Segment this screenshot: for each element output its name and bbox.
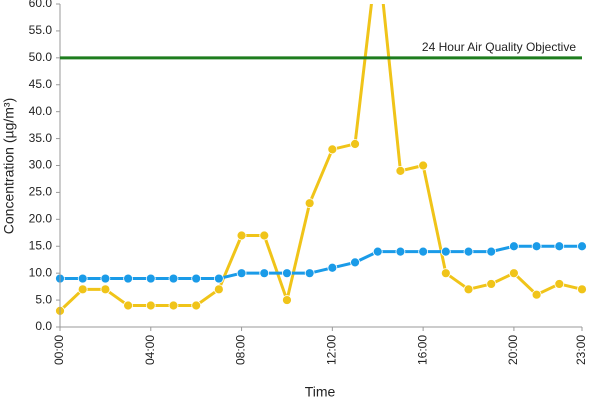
point xyxy=(259,268,270,279)
point xyxy=(77,273,88,284)
plot-area xyxy=(55,4,587,316)
y-tick-label: 40.0 xyxy=(29,104,53,118)
objective-label: 24 Hour Air Quality Objective xyxy=(422,40,576,54)
point xyxy=(418,246,429,257)
x-tick-label: 23:00 xyxy=(574,335,588,365)
x-tick-label: 00:00 xyxy=(52,335,66,365)
point xyxy=(213,273,224,284)
point xyxy=(463,246,474,257)
point xyxy=(531,289,542,300)
x-tick-label: 16:00 xyxy=(415,335,429,365)
point xyxy=(554,241,565,252)
y-tick-label: 5.0 xyxy=(35,292,52,306)
point xyxy=(168,300,179,311)
point xyxy=(463,284,474,295)
point xyxy=(123,300,133,311)
point xyxy=(350,257,360,268)
x-tick-label: 12:00 xyxy=(325,335,339,365)
series-line xyxy=(60,244,582,281)
point xyxy=(123,273,133,284)
point xyxy=(100,284,111,295)
y-tick-label: 15.0 xyxy=(29,238,53,252)
y-tick-label: 30.0 xyxy=(29,158,53,172)
y-tick-label: 35.0 xyxy=(29,131,53,145)
point xyxy=(259,230,270,241)
point xyxy=(395,165,406,176)
point xyxy=(191,273,202,284)
y-tick-label: 55.0 xyxy=(29,23,53,37)
y-tick-label: 45.0 xyxy=(29,77,53,91)
y-tick-label: 0.0 xyxy=(35,319,52,333)
point xyxy=(509,241,519,252)
y-tick-label: 20.0 xyxy=(29,212,53,226)
point xyxy=(509,268,519,279)
point xyxy=(372,246,383,257)
point xyxy=(327,262,338,273)
point xyxy=(486,279,497,289)
point xyxy=(418,160,429,171)
x-tick-label: 04:00 xyxy=(143,335,157,365)
point xyxy=(100,273,111,284)
point xyxy=(168,273,179,284)
point xyxy=(440,246,451,257)
point xyxy=(395,246,406,257)
x-tick-label: 08:00 xyxy=(234,335,248,365)
point xyxy=(531,241,542,252)
y-tick-label: 60.0 xyxy=(29,0,53,10)
point xyxy=(145,273,156,284)
point xyxy=(77,284,88,295)
point xyxy=(236,268,247,279)
y-tick-label: 25.0 xyxy=(29,185,53,199)
x-tick-label: 20:00 xyxy=(506,335,520,365)
point xyxy=(440,268,451,279)
point xyxy=(145,300,156,311)
point xyxy=(486,246,497,257)
point xyxy=(282,268,292,279)
point xyxy=(191,300,202,311)
y-tick-label: 10.0 xyxy=(29,265,53,279)
y-tick-label: 50.0 xyxy=(29,50,53,64)
point xyxy=(554,279,565,289)
y-axis-title: Concentration (µg/m³) xyxy=(1,98,17,234)
point xyxy=(236,230,247,241)
point xyxy=(350,139,360,149)
x-axis-title: Time xyxy=(305,384,336,400)
point xyxy=(327,144,338,155)
point xyxy=(282,295,292,305)
point xyxy=(577,241,587,252)
point xyxy=(213,284,224,295)
point xyxy=(304,198,315,209)
point xyxy=(577,284,587,295)
point xyxy=(304,268,315,279)
